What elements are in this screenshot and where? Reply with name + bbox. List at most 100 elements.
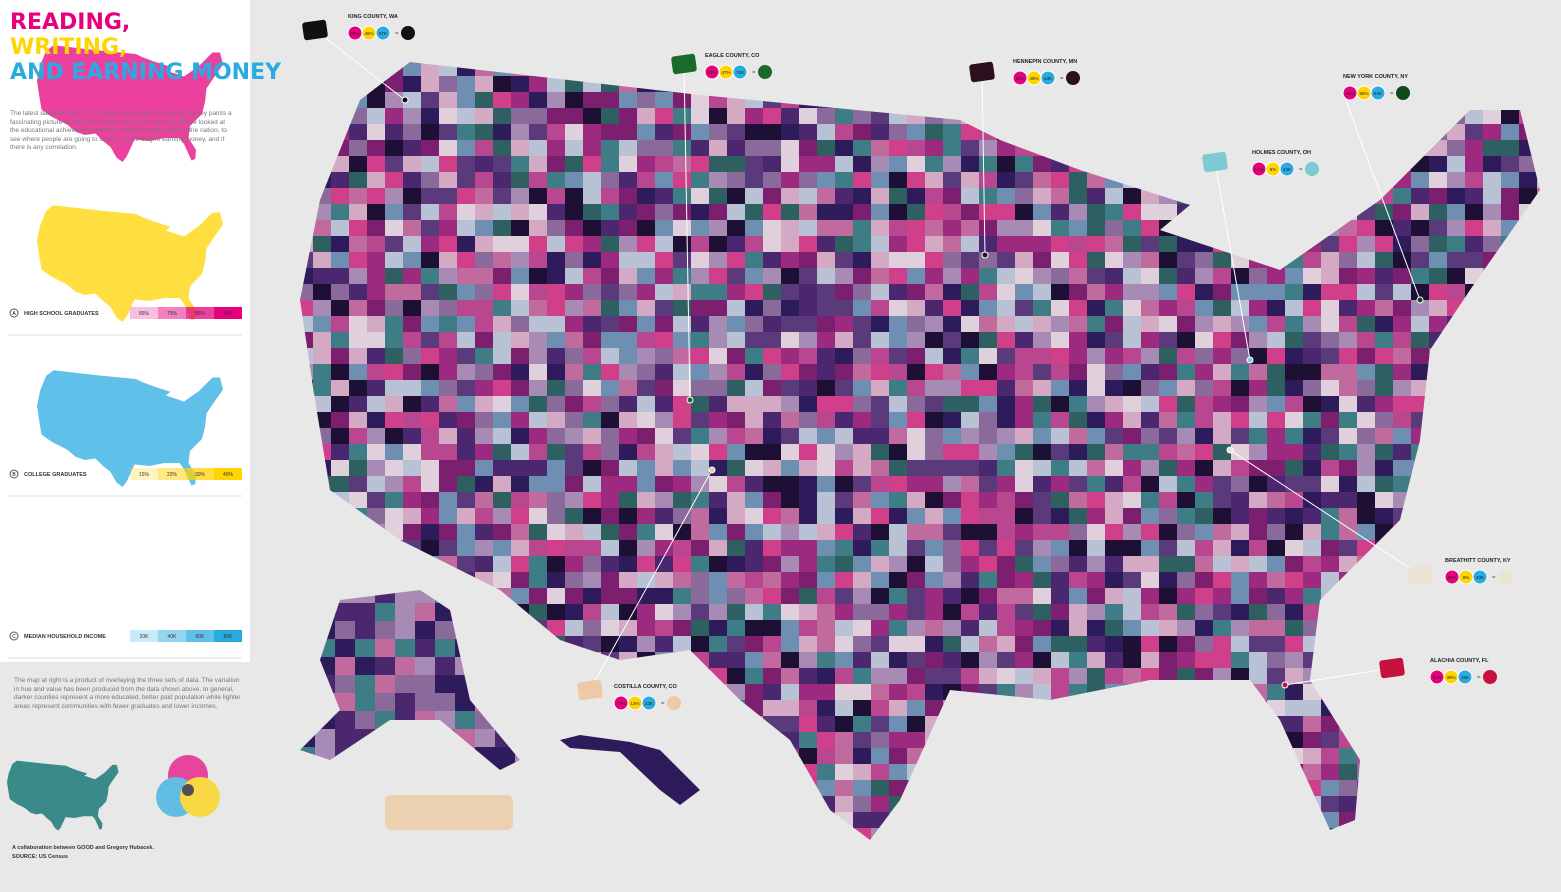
county-tile <box>763 156 782 173</box>
county-tile <box>1087 636 1106 653</box>
county-tile <box>1537 444 1540 461</box>
county-tile <box>349 188 368 205</box>
county-tile <box>961 844 980 861</box>
county-tile <box>943 716 962 733</box>
county-tile <box>349 556 368 573</box>
county-tile <box>727 460 746 477</box>
county-tile <box>1357 844 1376 861</box>
county-tile <box>1393 396 1412 413</box>
county-tile <box>300 252 314 269</box>
county-tile <box>1177 828 1196 840</box>
county-tile <box>1483 540 1502 557</box>
county-tile <box>817 492 836 509</box>
county-tile <box>853 716 872 733</box>
county-tile <box>1357 700 1376 717</box>
county-tile <box>385 188 404 205</box>
county-tile <box>1069 828 1088 840</box>
county-tile <box>493 220 512 237</box>
county-tile <box>835 76 854 93</box>
county-tile <box>1231 316 1250 333</box>
county-tile <box>1213 748 1232 765</box>
county-tile <box>1357 508 1376 525</box>
county-tile <box>961 476 980 493</box>
county-tile <box>925 62 944 77</box>
county-tile <box>515 747 520 766</box>
county-tile <box>547 572 566 589</box>
county-tile <box>655 124 674 141</box>
county-tile <box>997 684 1016 701</box>
county-tile <box>871 348 890 365</box>
stat-value: 9% <box>1270 167 1277 172</box>
county-tile <box>355 693 376 712</box>
county-tile <box>1447 460 1466 477</box>
county-tile <box>997 284 1016 301</box>
county-tile <box>943 172 962 189</box>
county-tile <box>1537 716 1540 733</box>
county-tile <box>943 92 962 109</box>
county-tile <box>1159 172 1178 189</box>
county-tile <box>943 348 962 365</box>
county-tile <box>1195 444 1214 461</box>
county-tile <box>619 252 638 269</box>
county-tile <box>1105 268 1124 285</box>
county-tile <box>1123 108 1142 125</box>
county-tile <box>511 508 530 525</box>
county-tile <box>1537 572 1540 589</box>
county-tile <box>925 460 944 477</box>
county-tile <box>300 700 314 717</box>
county-tile <box>1033 588 1052 605</box>
county-tile <box>1501 652 1520 669</box>
county-tile <box>385 236 404 253</box>
county-tile <box>1303 764 1322 781</box>
county-tile <box>385 364 404 381</box>
county-tile <box>997 668 1016 685</box>
county-tile <box>1249 236 1268 253</box>
county-tile <box>1195 236 1214 253</box>
county-tile <box>1231 428 1250 445</box>
county-tile <box>1015 428 1034 445</box>
county-tile <box>709 252 728 269</box>
county-tile <box>1411 204 1430 221</box>
county-tile <box>1105 732 1124 749</box>
county-tile <box>415 693 436 712</box>
county-tile <box>367 796 386 813</box>
county-tile <box>1357 684 1376 701</box>
county-tile <box>300 636 314 653</box>
county-tile <box>1177 556 1196 573</box>
county-tile <box>475 729 496 748</box>
county-tile <box>1339 188 1358 205</box>
county-tile <box>493 396 512 413</box>
county-tile <box>385 92 404 109</box>
county-tile <box>511 220 530 237</box>
county-tile <box>1069 300 1088 317</box>
county-tile <box>547 540 566 557</box>
county-tile <box>457 62 476 77</box>
county-tile <box>1501 156 1520 173</box>
county-tile <box>691 92 710 109</box>
county-tile <box>1249 588 1268 605</box>
county-tile <box>1465 332 1484 349</box>
county-tile <box>655 476 674 493</box>
county-tile <box>925 140 944 157</box>
county-tile <box>1483 764 1502 781</box>
county-tile <box>1357 748 1376 765</box>
county-tile <box>673 204 692 221</box>
county-tile <box>313 172 332 189</box>
county-tile <box>709 828 728 840</box>
county-tile <box>889 396 908 413</box>
county-tile <box>925 76 944 93</box>
county-tile <box>493 508 512 525</box>
county-tile <box>943 316 962 333</box>
county-tile <box>943 556 962 573</box>
county-tile <box>1501 812 1520 829</box>
county-tile <box>943 748 962 765</box>
county-tile <box>1069 156 1088 173</box>
county-tile <box>763 300 782 317</box>
county-tile <box>1141 172 1160 189</box>
county-tile <box>1357 220 1376 237</box>
county-tile <box>1537 748 1540 765</box>
county-tile <box>475 657 496 676</box>
county-tile <box>1249 844 1268 861</box>
county-tile <box>691 252 710 269</box>
county-tile <box>691 364 710 381</box>
